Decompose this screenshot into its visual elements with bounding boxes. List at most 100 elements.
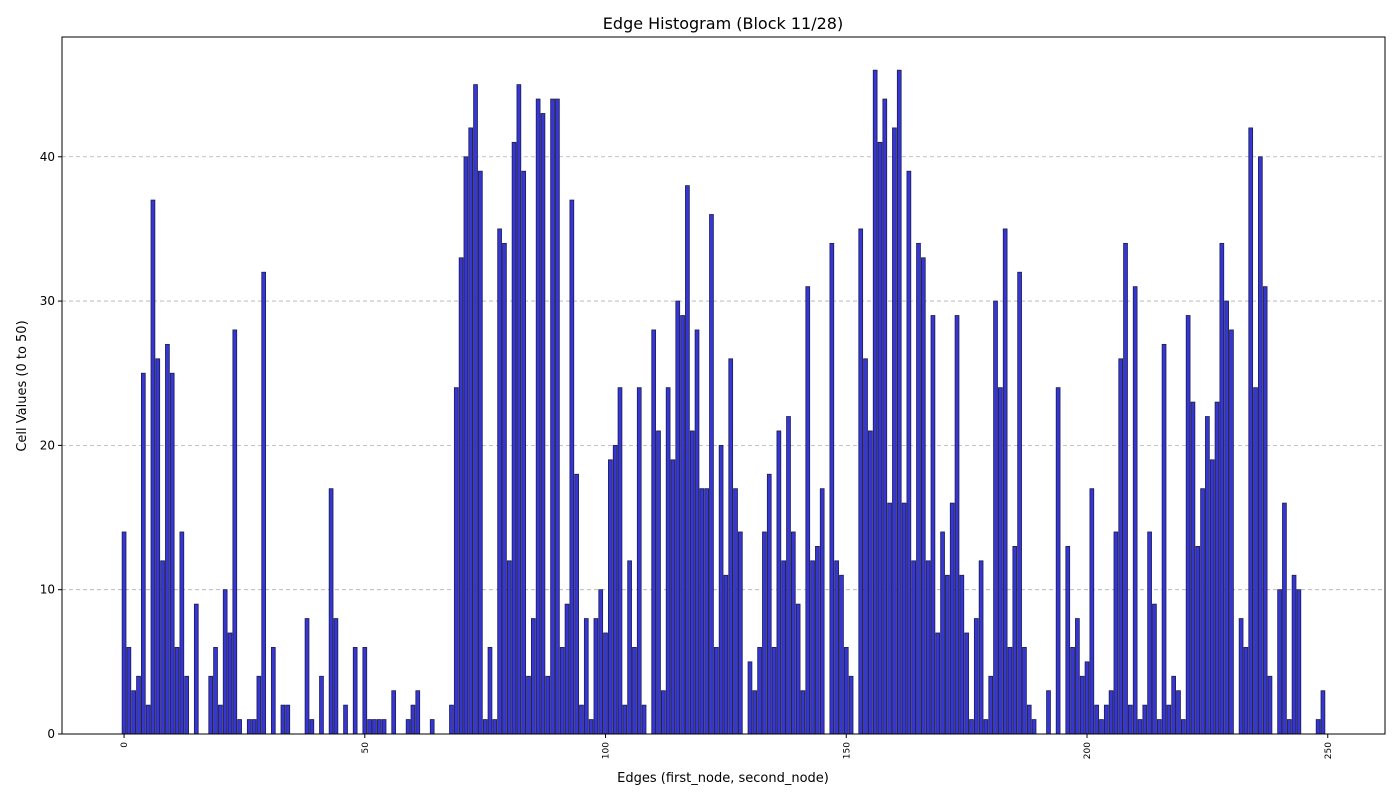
y-tick-label: 0 bbox=[47, 727, 55, 741]
bar bbox=[526, 675, 531, 735]
x-tick-label: 250 bbox=[1324, 742, 1334, 759]
bar bbox=[1209, 459, 1215, 735]
bar bbox=[1142, 704, 1148, 735]
bar bbox=[920, 257, 926, 735]
bar bbox=[458, 257, 464, 735]
bar bbox=[1291, 574, 1297, 735]
bar bbox=[1267, 675, 1273, 735]
bar bbox=[429, 719, 435, 735]
bar bbox=[680, 315, 685, 735]
bar bbox=[901, 502, 907, 735]
bar bbox=[1258, 156, 1263, 735]
bar bbox=[174, 647, 180, 735]
bar bbox=[516, 84, 522, 735]
bar bbox=[232, 329, 238, 735]
bar bbox=[651, 329, 657, 735]
bar bbox=[1180, 719, 1186, 735]
bar bbox=[449, 704, 454, 735]
bar bbox=[964, 632, 969, 735]
bar bbox=[848, 675, 854, 735]
bar bbox=[762, 531, 767, 735]
bar bbox=[930, 315, 936, 735]
bar bbox=[660, 690, 666, 735]
bar bbox=[246, 719, 252, 735]
bar bbox=[511, 141, 517, 735]
bar bbox=[1123, 242, 1128, 735]
bar bbox=[771, 647, 777, 735]
bar bbox=[969, 719, 974, 735]
y-tick-label: 10 bbox=[40, 583, 55, 597]
bar bbox=[405, 719, 411, 735]
bar bbox=[1147, 531, 1152, 735]
bar bbox=[1128, 704, 1133, 735]
bar bbox=[868, 430, 873, 735]
bar bbox=[463, 156, 469, 735]
bar bbox=[776, 430, 782, 735]
bar bbox=[362, 647, 368, 735]
bar bbox=[165, 343, 170, 735]
bar bbox=[1282, 502, 1287, 735]
bar bbox=[1031, 719, 1037, 735]
bar bbox=[415, 690, 421, 735]
bar bbox=[319, 675, 324, 735]
bar bbox=[882, 98, 888, 735]
bar bbox=[1012, 546, 1018, 735]
bar bbox=[694, 329, 700, 735]
bar bbox=[843, 647, 849, 735]
bar bbox=[815, 546, 820, 735]
bar bbox=[1132, 286, 1138, 735]
bar bbox=[670, 459, 676, 735]
bar bbox=[598, 589, 604, 735]
bar bbox=[1229, 329, 1234, 735]
bar bbox=[689, 430, 695, 735]
bar bbox=[1277, 589, 1282, 735]
bar bbox=[627, 560, 632, 735]
bar bbox=[352, 647, 358, 735]
bar bbox=[1214, 401, 1220, 735]
bar bbox=[530, 618, 536, 735]
bar bbox=[280, 704, 286, 735]
bar bbox=[863, 358, 868, 735]
bar bbox=[555, 98, 560, 735]
bar bbox=[1315, 719, 1321, 735]
bar bbox=[169, 372, 175, 735]
bar bbox=[738, 531, 743, 735]
bar bbox=[1007, 647, 1013, 735]
bar bbox=[502, 242, 507, 735]
bar bbox=[256, 675, 262, 735]
bar bbox=[564, 603, 570, 735]
bar bbox=[892, 127, 897, 735]
bar bbox=[304, 618, 310, 735]
bar bbox=[126, 647, 132, 735]
bar bbox=[1296, 589, 1302, 735]
y-tick-label: 40 bbox=[40, 150, 55, 164]
x-tick-label: 150 bbox=[842, 742, 852, 759]
bar bbox=[911, 560, 917, 735]
bar bbox=[1262, 286, 1268, 735]
bar bbox=[718, 444, 724, 735]
bar bbox=[800, 690, 806, 735]
bar bbox=[877, 141, 883, 735]
bar bbox=[795, 603, 801, 735]
bar bbox=[1089, 488, 1095, 735]
bar bbox=[752, 690, 758, 735]
bar bbox=[723, 574, 729, 735]
bar bbox=[935, 632, 941, 735]
bar bbox=[140, 372, 146, 735]
bar bbox=[372, 719, 377, 735]
bar bbox=[757, 647, 762, 735]
bar bbox=[478, 170, 483, 735]
bar bbox=[136, 675, 141, 735]
bar bbox=[940, 531, 945, 735]
bar bbox=[786, 416, 791, 735]
bar bbox=[973, 618, 979, 735]
x-tick-label: 0 bbox=[120, 742, 130, 748]
y-tick-label: 20 bbox=[40, 438, 55, 452]
bar bbox=[608, 459, 613, 735]
bar bbox=[656, 430, 661, 735]
bar bbox=[954, 315, 960, 735]
bar bbox=[1320, 690, 1326, 735]
bar bbox=[906, 170, 912, 735]
bar bbox=[612, 444, 618, 735]
